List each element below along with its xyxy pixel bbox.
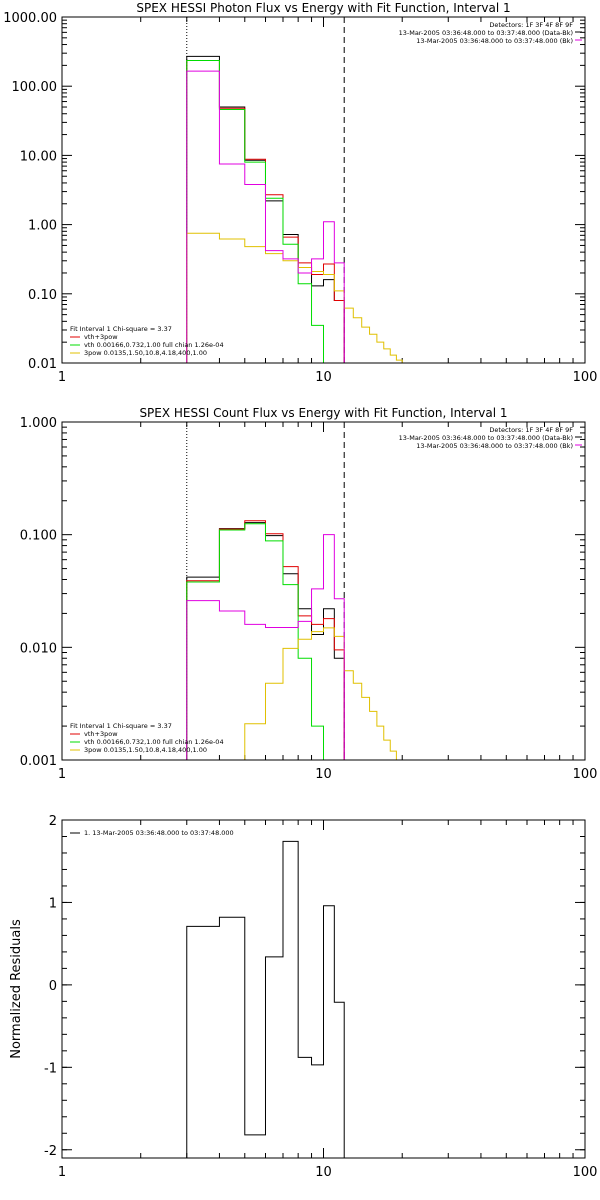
legend-label: vth 0.00166,0.732,1.00 full chian 1.26e-… [84,738,224,746]
chart-title: SPEX HESSI Photon Flux vs Energy with Fi… [136,1,510,15]
x-minor-ticks [140,422,574,760]
x-tick-label: 10 [315,767,332,782]
series-line-5 [186,70,345,363]
series-group [186,840,345,1158]
legend-label: 1. 13-Mar-2005 03:36:48.000 to 03:37:48.… [84,829,234,837]
series-line-1 [186,840,345,1158]
info-text: 13-Mar-2005 03:36:48.000 to 03:37:48.000… [416,442,573,450]
y-tick-label: 10.00 [20,149,57,164]
y-tick-label: 100.00 [12,80,58,95]
y-tick-label: -2 [44,1144,57,1159]
plot-frame [61,16,586,364]
y-tick-label: 0.100 [20,529,57,544]
legend-label: vth+3pow [84,333,118,341]
series-group [186,55,414,363]
x-tick-label: 1 [58,370,66,385]
chart-2: SPEX HESSI Count Flux vs Energy with Fit… [20,406,598,782]
x-tick-label: 100 [573,767,598,782]
series-line-2 [186,520,345,760]
info-text: 13-Mar-2005 03:36:48.000 to 03:37:48.000… [399,434,573,442]
x-tick-label: 100 [573,1165,598,1180]
y-tick-label: -1 [44,1061,57,1076]
y-minor-ticks [62,426,585,727]
series-line-5 [186,534,345,760]
y-tick-label: 0.010 [20,641,57,656]
series-group [186,520,414,760]
series-line-4 [186,232,414,363]
y-tick-label: 1 [49,896,57,911]
legend-label: 3pow 0.0135,1.50,10.8,4.18,400,1.00 [84,746,207,754]
y-tick-label: 0.001 [20,754,57,769]
series-line-2 [186,60,345,363]
info-text: 13-Mar-2005 03:36:48.000 to 03:37:48.000… [399,29,573,37]
y-tick-label: 2 [49,814,57,829]
legend-header: Fit Interval 1 Chi-square = 3.37 [70,722,172,730]
series-line-1 [186,55,345,363]
x-tick-label: 100 [573,370,598,385]
chart-1: SPEX HESSI Photon Flux vs Energy with Fi… [3,1,598,385]
y-axis-label: Normalized Residuals [9,919,24,1059]
x-tick-label: 10 [315,370,332,385]
plot-frame [61,819,586,1159]
legend-header: Fit Interval 1 Chi-square = 3.37 [70,325,172,333]
series-line-3 [186,523,345,760]
chart-3: Normalized Residuals 1 10 100 -2 -1 0 1 2 1. 13-M… [9,814,598,1180]
legend-label: 3pow 0.0135,1.50,10.8,4.18,400,1.00 [84,349,207,357]
y-tick-label: 1.000 [20,416,57,431]
x-tick-label: 1 [58,1165,66,1180]
info-text: Detectors: 1F 3F 4F 8F 9F [489,21,573,29]
y-tick-label: 1.00 [28,219,57,234]
x-tick-label: 10 [315,1165,332,1180]
y-tick-label: 1000.00 [3,11,57,26]
legend-label: vth+3pow [84,730,118,738]
legend-label: vth 0.00166,0.732,1.00 full chian 1.26e-… [84,341,224,349]
chart-title: SPEX HESSI Count Flux vs Energy with Fit… [139,406,507,420]
y-minor-ticks [62,19,585,343]
info-text: Detectors: 1F 3F 4F 8F 9F [489,426,573,434]
y-tick-label: 0.01 [28,357,57,372]
y-tick-label: 0 [49,979,57,994]
x-minor-ticks [140,17,574,363]
series-line-4 [186,627,414,760]
plot-frame [61,421,586,761]
y-tick-label: 0.10 [28,288,57,303]
x-minor-ticks [140,820,574,1158]
x-tick-label: 1 [58,767,66,782]
info-text: 13-Mar-2005 03:36:48.000 to 03:37:48.000… [416,37,573,45]
